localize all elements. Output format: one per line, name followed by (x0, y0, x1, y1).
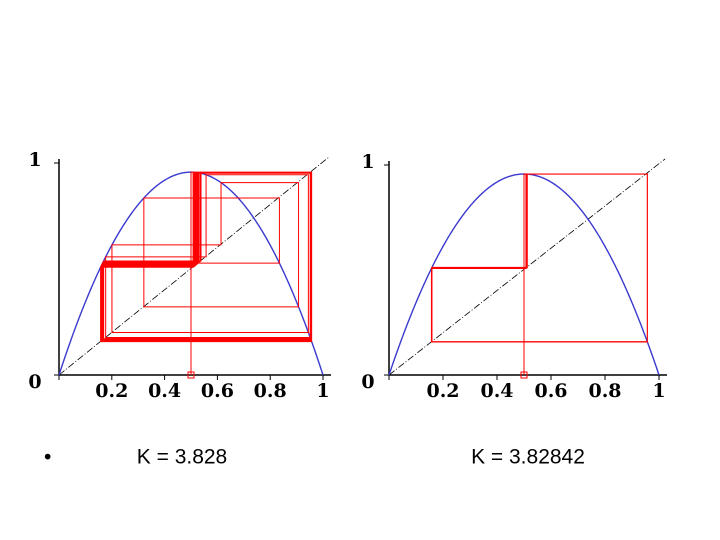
x-tick-label: 0.2 (426, 380, 459, 402)
k-label: K = 3.828 (137, 446, 228, 469)
start-marker (187, 371, 195, 379)
y-tick-label: 0 (28, 371, 41, 393)
x-tick-label: 0.8 (588, 380, 621, 402)
start-marker (520, 371, 528, 379)
diagonal (388, 158, 666, 376)
y-tick-label: 1 (28, 149, 41, 171)
x-tick-label: 0.8 (254, 380, 287, 402)
y-tick-label: 1 (361, 151, 374, 173)
y-tick-label: 0 (361, 371, 374, 393)
x-tick-label: 0.4 (148, 380, 181, 402)
x-tick-label: 0.4 (480, 380, 513, 402)
x-tick-label: 1 (652, 380, 665, 402)
k-label: K = 3.82842 (471, 446, 585, 469)
cobweb (100, 171, 313, 375)
x-tick-label: 0.2 (95, 380, 128, 402)
x-tick-label: 0.6 (534, 380, 567, 402)
x-tick-label: 1 (316, 380, 329, 402)
bullet: • (44, 446, 51, 469)
cobweb (430, 173, 648, 375)
x-tick-label: 0.6 (201, 380, 234, 402)
